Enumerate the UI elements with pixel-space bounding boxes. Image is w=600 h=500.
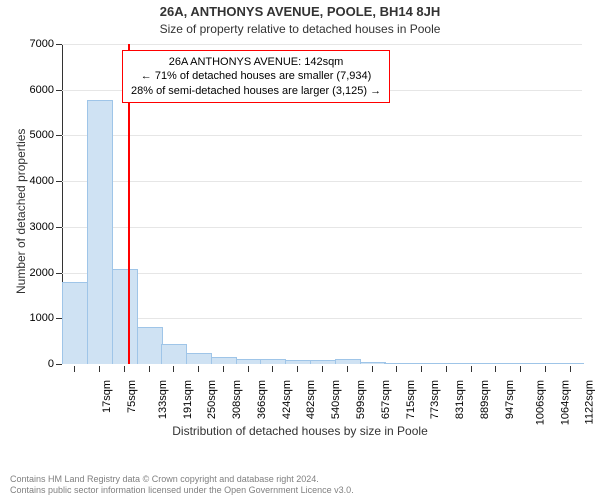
- histogram-bar: [236, 359, 262, 364]
- x-tick-label: 1064sqm: [559, 380, 571, 425]
- x-tick: [372, 366, 373, 372]
- histogram-bar: [533, 363, 559, 364]
- x-tick: [446, 366, 447, 372]
- x-tick-label: 482sqm: [306, 380, 318, 419]
- x-tick-label: 715sqm: [405, 380, 417, 419]
- y-tick-label: 7000: [30, 38, 62, 50]
- histogram-bar: [360, 362, 386, 364]
- y-tick-label: 2000: [30, 267, 62, 279]
- gridline: [62, 227, 582, 228]
- x-tick-label: 947sqm: [504, 380, 516, 419]
- histogram-bar: [483, 363, 509, 364]
- x-tick: [248, 366, 249, 372]
- x-tick: [124, 366, 125, 372]
- x-tick-label: 1006sqm: [535, 380, 547, 425]
- x-tick-label: 17sqm: [101, 380, 113, 413]
- x-tick: [223, 366, 224, 372]
- x-tick-label: 75sqm: [126, 380, 138, 413]
- chart-subtitle: Size of property relative to detached ho…: [0, 22, 600, 36]
- info-line-smaller: ← 71% of detached houses are smaller (7,…: [131, 69, 381, 83]
- x-tick-label: 831sqm: [454, 380, 466, 419]
- property-size-chart: 26A, ANTHONYS AVENUE, POOLE, BH14 8JH Si…: [0, 0, 600, 500]
- histogram-bar: [137, 327, 163, 364]
- y-tick-label: 5000: [30, 129, 62, 141]
- info-line-larger: 28% of semi-detached houses are larger (…: [131, 84, 381, 98]
- x-tick: [272, 366, 273, 372]
- x-tick: [347, 366, 348, 372]
- histogram-bar: [87, 100, 113, 364]
- histogram-bar: [112, 269, 138, 364]
- y-tick-label: 4000: [30, 175, 62, 187]
- y-tick-label: 0: [48, 358, 62, 370]
- x-tick: [322, 366, 323, 372]
- x-tick: [495, 366, 496, 372]
- x-tick-label: 1122sqm: [583, 380, 595, 424]
- histogram-bar: [384, 363, 410, 364]
- y-tick-label: 3000: [30, 221, 62, 233]
- x-tick: [421, 366, 422, 372]
- histogram-bar: [161, 344, 187, 364]
- x-tick-label: 366sqm: [256, 380, 268, 419]
- x-tick: [149, 366, 150, 372]
- x-tick-label: 133sqm: [157, 380, 169, 419]
- histogram-bar: [260, 359, 286, 364]
- histogram-bar: [310, 360, 336, 364]
- info-line-property: 26A ANTHONYS AVENUE: 142sqm: [131, 55, 381, 69]
- x-tick-label: 424sqm: [281, 380, 293, 419]
- x-tick: [198, 366, 199, 372]
- footer-attribution: Contains HM Land Registry data © Crown c…: [10, 474, 354, 497]
- gridline: [62, 273, 582, 274]
- gridline: [62, 135, 582, 136]
- footer-line-1: Contains HM Land Registry data © Crown c…: [10, 474, 354, 485]
- histogram-bar: [434, 363, 460, 364]
- footer-line-2: Contains public sector information licen…: [10, 485, 354, 496]
- x-tick: [297, 366, 298, 372]
- histogram-bar: [508, 363, 534, 364]
- gridline: [62, 318, 582, 319]
- x-tick: [471, 366, 472, 372]
- gridline: [62, 44, 582, 45]
- x-tick-label: 308sqm: [231, 380, 243, 419]
- y-axis-label: Number of detached properties: [14, 129, 28, 294]
- property-info-box: 26A ANTHONYS AVENUE: 142sqm ← 71% of det…: [122, 50, 390, 103]
- x-tick-label: 599sqm: [355, 380, 367, 419]
- x-tick: [173, 366, 174, 372]
- x-tick-label: 250sqm: [207, 380, 219, 419]
- x-tick-label: 657sqm: [380, 380, 392, 419]
- y-tick-label: 1000: [30, 312, 62, 324]
- histogram-bar: [211, 357, 237, 364]
- y-tick-label: 6000: [30, 84, 62, 96]
- gridline: [62, 181, 582, 182]
- x-tick: [396, 366, 397, 372]
- x-tick: [99, 366, 100, 372]
- x-tick: [520, 366, 521, 372]
- histogram-bar: [62, 282, 88, 364]
- x-tick-label: 889sqm: [479, 380, 491, 419]
- x-tick-label: 191sqm: [182, 380, 194, 419]
- x-tick-label: 773sqm: [429, 380, 441, 419]
- chart-title: 26A, ANTHONYS AVENUE, POOLE, BH14 8JH: [0, 4, 600, 19]
- histogram-bar: [186, 353, 212, 365]
- histogram-bar: [285, 360, 311, 364]
- histogram-bar: [335, 359, 361, 364]
- x-tick: [570, 366, 571, 372]
- histogram-bar: [409, 363, 435, 364]
- x-tick-label: 540sqm: [330, 380, 342, 419]
- x-tick: [74, 366, 75, 372]
- histogram-bar: [459, 363, 485, 364]
- x-axis-label: Distribution of detached houses by size …: [0, 424, 600, 438]
- histogram-bar: [558, 363, 584, 364]
- x-tick: [545, 366, 546, 372]
